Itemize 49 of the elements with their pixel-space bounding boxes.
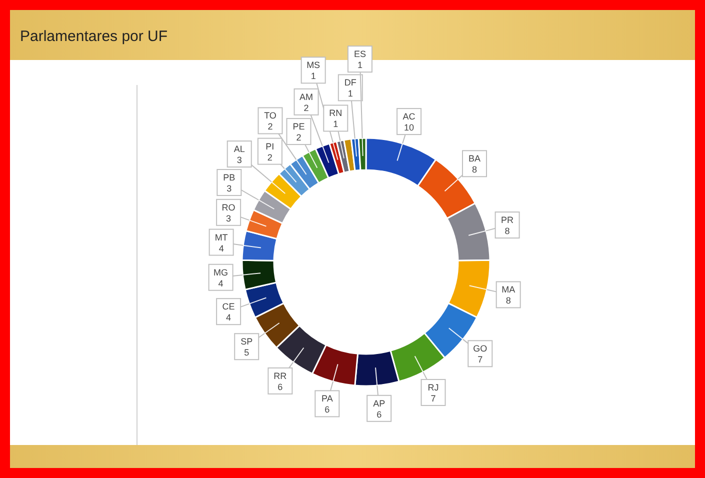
slice-label: PB xyxy=(223,172,236,182)
data-label: 4 xyxy=(226,312,232,323)
data-label: 2 xyxy=(296,132,302,143)
data-label: 1 xyxy=(333,119,338,130)
slice-label: AP xyxy=(373,398,386,408)
data-label: 1 xyxy=(357,60,362,70)
data-label: 2 xyxy=(268,122,273,132)
slice-label: RN xyxy=(329,108,342,118)
data-label: 1 xyxy=(348,88,353,99)
data-label: 6 xyxy=(324,404,330,415)
data-label: 4 xyxy=(218,278,224,288)
slice-label: PI xyxy=(266,141,274,152)
data-label: 5 xyxy=(244,348,250,358)
data-label: 8 xyxy=(504,226,510,236)
data-label: 3 xyxy=(226,184,232,194)
slice-label: DF xyxy=(344,78,357,88)
data-label: 6 xyxy=(376,409,382,420)
data-label: 10 xyxy=(404,122,414,133)
slice-label: TO xyxy=(264,110,276,121)
data-label: 3 xyxy=(236,155,242,166)
data-label: 7 xyxy=(478,354,483,365)
slice-label: MG xyxy=(214,267,228,278)
slice-label: PR xyxy=(501,215,514,226)
slice-label: PA xyxy=(321,394,333,404)
slice-label: GO xyxy=(473,344,488,354)
slice-label: PE xyxy=(292,122,305,132)
slice-label: MS xyxy=(306,60,320,70)
data-label: 2 xyxy=(267,152,272,162)
slice-label: RR xyxy=(274,370,288,381)
slice-label: AL xyxy=(234,144,245,154)
slice-label: AC xyxy=(402,112,416,122)
slice-label: SP xyxy=(240,336,253,347)
data-label: 6 xyxy=(278,382,283,392)
slice-label: CE xyxy=(222,302,235,312)
slice-label: AM xyxy=(300,92,314,102)
slice-label: RJ xyxy=(428,382,439,392)
data-label: 8 xyxy=(506,296,511,306)
slice-label: MT xyxy=(214,232,228,242)
data-label: 2 xyxy=(304,102,309,113)
data-label: 3 xyxy=(226,213,232,224)
data-label: 4 xyxy=(218,243,224,254)
data-label: 7 xyxy=(430,393,436,404)
slice-label: RO xyxy=(222,202,236,212)
slice-label: BA xyxy=(468,154,481,164)
slice-label: ES xyxy=(354,49,366,60)
data-label: 1 xyxy=(310,71,316,82)
slice-label: MA xyxy=(502,284,516,295)
text: Parlamentares por UF xyxy=(20,28,168,45)
data-label: 8 xyxy=(472,164,478,175)
